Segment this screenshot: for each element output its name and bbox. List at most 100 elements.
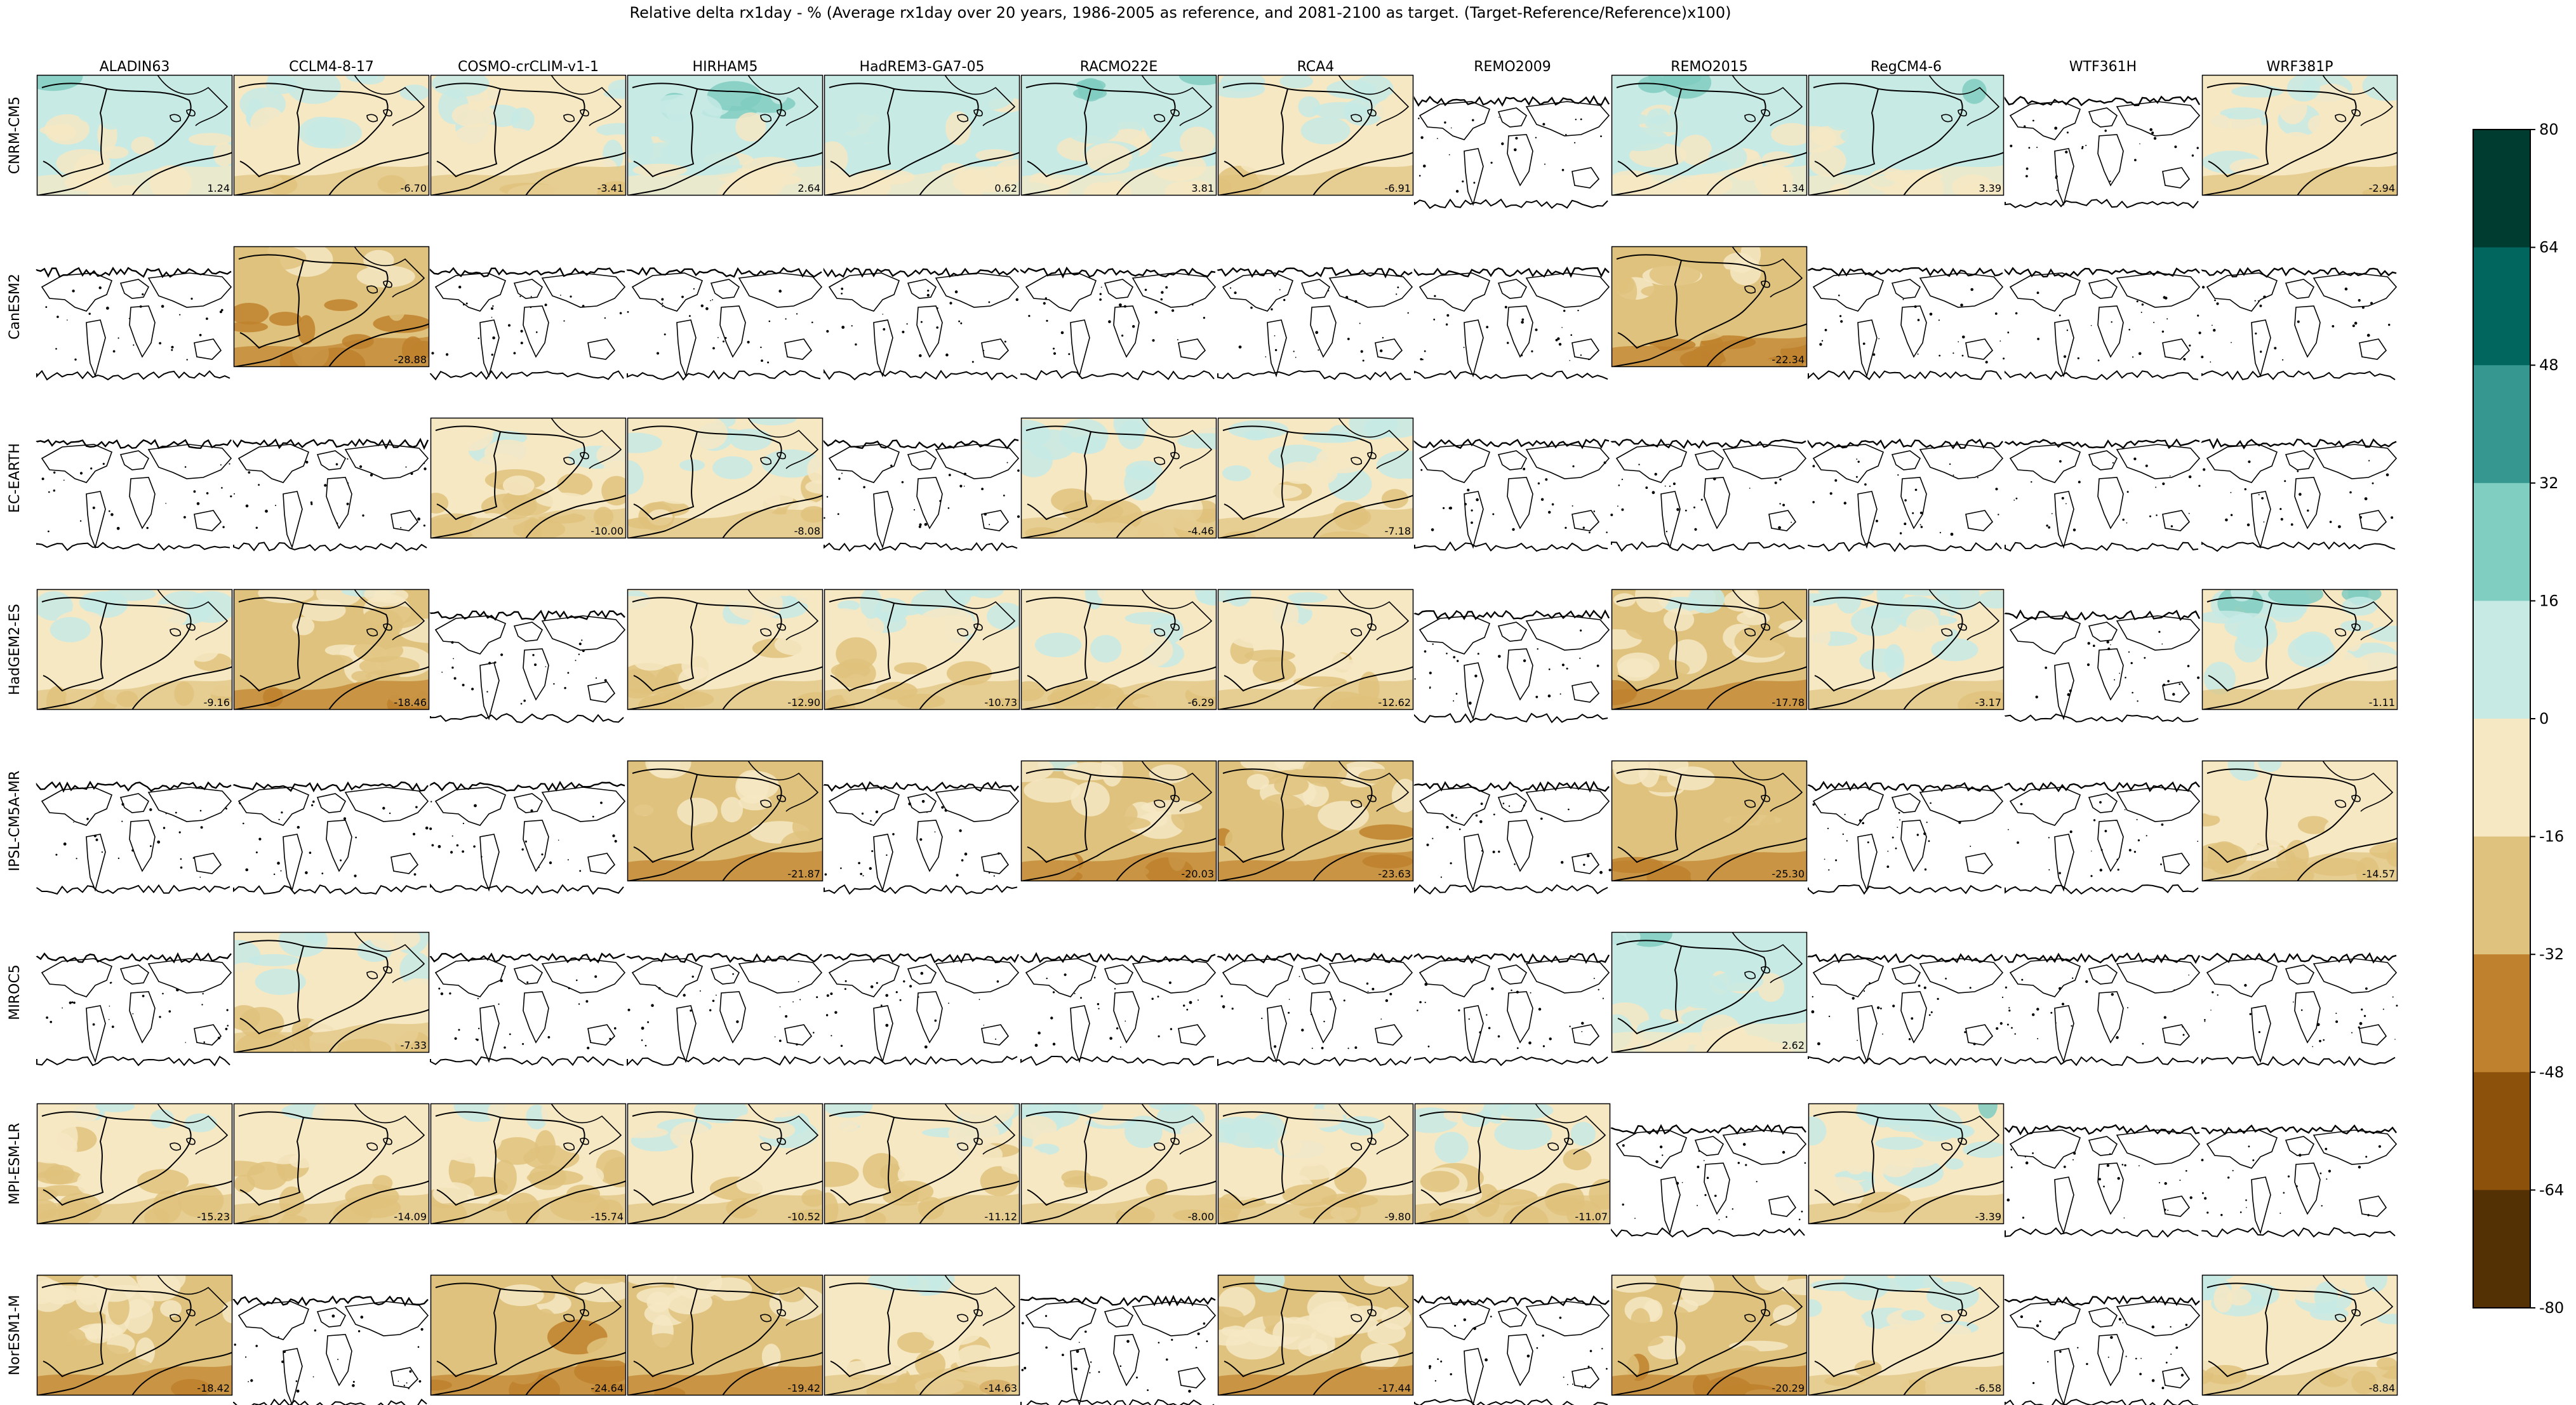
colorbar-tick-label: -32	[2539, 945, 2564, 963]
row-header: NorESM1-M	[7, 1295, 23, 1376]
map-panel: -6.70	[233, 74, 430, 196]
map-panel: -2.94	[2201, 74, 2398, 196]
panel-value: -23.63	[1378, 868, 1411, 880]
panel-value: -6.70	[401, 182, 427, 194]
map-panel: 1.34	[1611, 74, 1808, 196]
map-panel: -19.42	[627, 1274, 824, 1396]
map-panel: -14.09	[233, 1103, 430, 1225]
row-headers: CNRM-CM5 CanESM2 EC-EARTH HadGEM2-ES IPSL-CM…	[7, 97, 23, 1376]
map-panel: -22.34	[1611, 246, 1808, 368]
panel-value: -14.57	[2362, 868, 2395, 880]
map-panel	[2004, 1295, 2201, 1405]
map-panel	[36, 780, 232, 895]
panel-value: -10.52	[787, 1211, 820, 1223]
map-panel: -21.87	[627, 760, 824, 882]
map-panel	[2004, 1124, 2201, 1238]
map-panel	[232, 781, 429, 895]
row-header: MIROC5	[7, 964, 23, 1020]
map-panel: -15.23	[36, 1103, 233, 1225]
panel-value: 1.34	[1782, 182, 1805, 194]
map-panel	[1610, 1124, 1807, 1238]
panel-value: -7.33	[401, 1039, 427, 1051]
map-panel	[36, 952, 232, 1067]
map-panel: -18.42	[36, 1274, 233, 1396]
map-panel	[1413, 95, 1610, 210]
panel-value: -28.88	[394, 354, 427, 366]
map-panel: -9.16	[36, 589, 233, 710]
panel-value: -18.42	[197, 1382, 230, 1394]
panel-value: -15.74	[591, 1211, 624, 1223]
map-panel: -11.07	[1414, 1103, 1611, 1225]
map-panel: -3.17	[1808, 589, 2005, 710]
map-panel: -7.18	[1217, 417, 1414, 539]
map-panel: -4.46	[1020, 417, 1217, 539]
map-panel	[1413, 266, 1610, 380]
map-panel	[1807, 953, 2004, 1067]
panel-value: -6.91	[1385, 182, 1411, 194]
map-panel: -12.90	[627, 589, 824, 710]
panel-value: -7.18	[1385, 525, 1411, 537]
map-panel	[429, 609, 626, 724]
map-panel: -15.74	[430, 1103, 627, 1225]
colorbar-tick-label: 16	[2539, 592, 2559, 609]
map-panel	[823, 438, 1020, 552]
panel-value: 2.62	[1782, 1039, 1805, 1051]
colorbar-segment	[2473, 483, 2530, 601]
panel-value: -24.64	[591, 1382, 624, 1394]
map-panel: -3.39	[1808, 1103, 2005, 1225]
panel-value: -12.62	[1378, 696, 1411, 709]
row-header: CanESM2	[7, 274, 23, 340]
map-panel	[1413, 780, 1612, 895]
colorbar-tick-label: -16	[2539, 828, 2564, 846]
map-panel	[232, 437, 429, 552]
map-panel	[1807, 780, 2004, 895]
map-panel: -1.11	[2201, 589, 2398, 710]
panel-value: -17.78	[1772, 696, 1805, 709]
colorbar-segment	[2473, 1072, 2530, 1190]
map-panel: 2.62	[1611, 931, 1808, 1053]
panel-value: -15.23	[197, 1211, 230, 1223]
colorbar-tick-label: 64	[2539, 239, 2559, 256]
map-panel	[429, 780, 626, 895]
colorbar-tick-label: 48	[2539, 356, 2559, 374]
map-panel: -8.08	[627, 417, 824, 539]
panel-value: -11.07	[1575, 1211, 1608, 1223]
panel-value: -3.41	[597, 182, 624, 194]
panel-value: 3.39	[1979, 182, 2001, 194]
map-panel	[1020, 1295, 1217, 1405]
column-header: COSMO-crCLIM-v1-1	[458, 59, 599, 75]
map-panel: -8.00	[1020, 1103, 1217, 1225]
map-panel: -6.58	[1808, 1274, 2005, 1396]
panel-value: -14.09	[394, 1211, 427, 1223]
panel-value: -17.44	[1378, 1382, 1411, 1394]
map-panel	[823, 781, 1020, 895]
column-header: HadREM3-GA7-05	[860, 59, 985, 75]
map-panel	[2201, 1124, 2398, 1238]
colorbar-tick-label: 32	[2539, 474, 2559, 492]
colorbar-segment	[2473, 247, 2530, 366]
map-panel	[1807, 438, 2004, 552]
panel-value: -10.00	[591, 525, 624, 537]
map-panel	[2201, 267, 2398, 381]
map-panel	[1020, 266, 1217, 381]
panel-value: -9.16	[204, 696, 230, 709]
column-header: WRF381P	[2267, 59, 2333, 75]
panel-value: -20.03	[1181, 868, 1214, 880]
map-panel: -17.44	[1217, 1274, 1414, 1396]
map-panel: -11.12	[824, 1103, 1020, 1225]
panel-value: -8.00	[1188, 1211, 1214, 1223]
panel-value: -2.94	[2369, 182, 2395, 194]
colorbar-segment	[2473, 719, 2530, 837]
map-panel: -17.78	[1611, 589, 1808, 710]
panel-value: -10.73	[984, 696, 1017, 709]
panel-value: -22.34	[1772, 354, 1805, 366]
panel-value: -3.17	[1975, 696, 2001, 709]
colorbar-tick-label: -64	[2539, 1181, 2564, 1199]
map-panel: 0.62	[824, 74, 1020, 196]
map-panel: -25.30	[1611, 760, 1808, 882]
chart-title: Relative delta rx1day - % (Average rx1da…	[630, 4, 1732, 22]
colorbar-segment	[2473, 365, 2530, 484]
map-panel: -28.88	[233, 246, 430, 368]
column-header: REMO2015	[1671, 59, 1747, 75]
